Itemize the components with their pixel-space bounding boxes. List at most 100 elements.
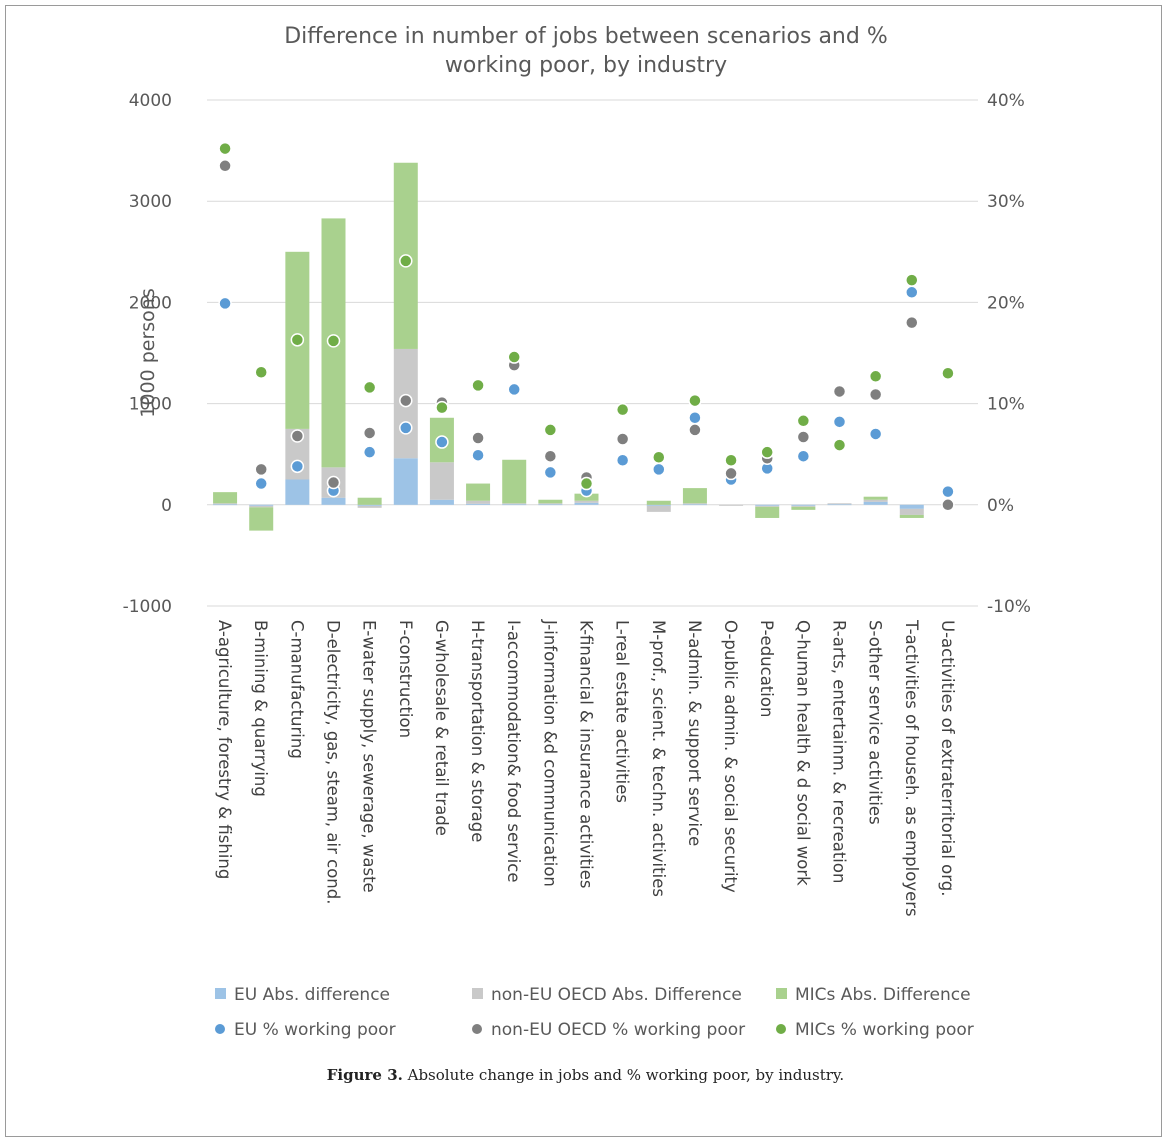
figure-caption: Figure 3. Absolute change in jobs and % … [0,1066,1171,1084]
bar [682,488,707,504]
legend-label: non-EU OECD Abs. Difference [491,985,742,1005]
points [218,141,955,512]
y-axis-ticks: -1000 0 1000 2000 3000 4000 [123,91,172,617]
bar [285,479,310,505]
legend-swatch [775,1023,787,1035]
category-label: J-information &d communication [540,619,559,887]
point [941,366,955,380]
point [507,382,521,397]
chart: Difference in number of jobs between sce… [123,24,1031,1040]
legend-label: MICs % working poor [795,1020,974,1040]
category-label: U-activities of extraterritorial org. [938,620,957,896]
point [652,462,666,477]
point [832,438,847,452]
legend-item: non-EU OECD % working poor [471,1020,745,1040]
category-label: T-activities of househ. as employers [902,619,921,917]
point [326,334,341,348]
chart-title-line: Difference in number of jobs between sce… [284,24,888,49]
bar [502,459,527,504]
bar [357,497,382,505]
point [832,415,847,429]
y-tick-label: 3000 [129,192,172,212]
y2-tick-label: 0% [987,496,1014,516]
point [905,285,919,300]
legend-swatch [214,1023,226,1035]
bar [357,504,382,506]
legend-item: EU Abs. difference [215,985,390,1005]
point [399,254,413,268]
legend-swatch [471,1023,483,1035]
point [796,449,811,463]
bar [538,499,563,504]
point [652,450,666,464]
y-tick-label: 2000 [129,293,172,313]
point [688,393,702,408]
category-label: E-water supply, sewerage, waste [360,620,379,893]
y-tick-label: 4000 [129,91,172,111]
point [471,431,485,445]
bar [466,483,491,501]
bar [538,504,563,506]
bar [429,499,454,505]
point [543,449,558,463]
figure-frame [5,5,1162,1137]
bar [646,500,671,505]
legend-item: MICs Abs. Difference [776,985,971,1005]
category-label: M-prof., scient. & techn. activities [649,620,668,897]
point [326,475,341,490]
point [254,365,268,379]
point [254,476,268,491]
category-label: I-accommodation& food service [504,620,523,883]
point [399,393,413,408]
point [724,453,738,468]
point [615,432,630,446]
point [435,435,449,449]
legend-label: non-EU OECD % working poor [491,1020,745,1040]
y-tick-label: 0 [161,496,172,516]
category-labels: A-agriculture, forestry & fishing B-minin… [215,619,957,917]
bar [249,504,274,506]
category-label: G-wholesale & retail trade [432,620,451,836]
y-axis-label: 1000 persons [137,288,159,417]
category-label: S-other service activities [866,620,885,825]
category-label: R-arts, entertainm. & recreation [830,620,849,883]
bar [863,499,888,502]
category-label: A-agriculture, forestry & fishing [215,620,234,879]
bar [827,503,852,505]
point [254,462,268,477]
point [218,159,232,173]
point [941,484,955,499]
point [471,378,485,393]
bar [393,458,418,505]
point [796,414,811,428]
caption-text: Absolute change in jobs and % working po… [402,1066,845,1084]
category-label: L-real estate activities [613,620,632,803]
legend-swatch [776,988,787,999]
bar [863,496,888,500]
point [362,426,377,440]
bar [899,508,924,515]
point [760,445,774,459]
bar [791,504,816,506]
bar [249,507,274,531]
bar [755,504,780,506]
category-label: N-admin. & support service [685,620,704,846]
y2-tick-label: 30% [987,192,1025,212]
bar [646,504,671,506]
bar [466,503,491,505]
bar [502,504,527,506]
y-tick-label: 1000 [129,395,172,415]
point [218,141,232,156]
bar [538,503,563,505]
legend-label: EU Abs. difference [234,985,390,1005]
y2-axis-ticks: -10% 0% 10% 20% 30% 40% [987,91,1031,617]
point [868,387,883,402]
bar [213,503,238,505]
y2-tick-label: -10% [987,597,1031,617]
bar [321,497,346,505]
bar [899,514,924,518]
point [724,466,738,481]
bar [899,504,924,509]
legend-label: EU % working poor [234,1020,396,1040]
point [688,411,702,425]
